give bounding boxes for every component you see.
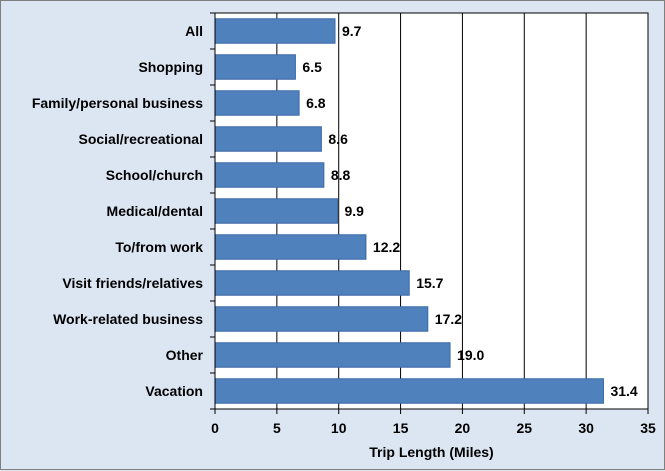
- data-label: 6.8: [306, 95, 326, 111]
- data-label: 9.7: [342, 23, 362, 39]
- x-axis-title: Trip Length (Miles): [369, 444, 493, 460]
- data-label: 8.8: [331, 167, 351, 183]
- data-label: 9.9: [344, 203, 364, 219]
- data-label: 15.7: [416, 275, 443, 291]
- category-label: Work-related business: [53, 311, 203, 327]
- category-label: Medical/dental: [107, 203, 203, 219]
- x-tick-label: 5: [273, 420, 281, 436]
- bar: [214, 90, 300, 116]
- data-label: 31.4: [610, 383, 637, 399]
- category-label: To/from work: [115, 239, 203, 255]
- category-label: Other: [166, 347, 204, 363]
- category-label: Shopping: [138, 59, 203, 75]
- labels: 0 5 10 15 20 25 30 35 All 9.7 Shopping 6.5 Family/pe…: [32, 23, 656, 436]
- data-label: 8.6: [328, 131, 348, 147]
- bar: [214, 234, 367, 260]
- category-label: Visit friends/relatives: [62, 275, 203, 291]
- bar: [214, 342, 451, 368]
- category-label: Social/recreational: [78, 131, 203, 147]
- category-label: All: [185, 23, 203, 39]
- data-label: 19.0: [457, 347, 484, 363]
- x-tick-label: 25: [516, 420, 532, 436]
- data-label: 6.5: [302, 59, 322, 75]
- category-label: Family/personal business: [32, 95, 203, 111]
- bar: [214, 306, 429, 332]
- data-label: 17.2: [435, 311, 462, 327]
- x-tick-label: 20: [455, 420, 471, 436]
- axes: [210, 12, 649, 414]
- x-tick-label: 35: [640, 420, 656, 436]
- x-tick-label: 0: [211, 420, 219, 436]
- bar: [214, 162, 325, 188]
- plot-border: [214, 12, 649, 410]
- category-label: School/church: [106, 167, 203, 183]
- bar: [214, 198, 338, 224]
- category-label: Vacation: [145, 383, 203, 399]
- bar: [214, 378, 604, 404]
- x-tick-label: 30: [578, 420, 594, 436]
- x-tick-label: 10: [331, 420, 347, 436]
- bars: [214, 18, 604, 404]
- bar: [214, 54, 296, 80]
- x-tick-label: 15: [393, 420, 409, 436]
- bar: [214, 126, 322, 152]
- bar: [214, 270, 410, 296]
- bar: [214, 18, 336, 44]
- data-label: 12.2: [373, 239, 400, 255]
